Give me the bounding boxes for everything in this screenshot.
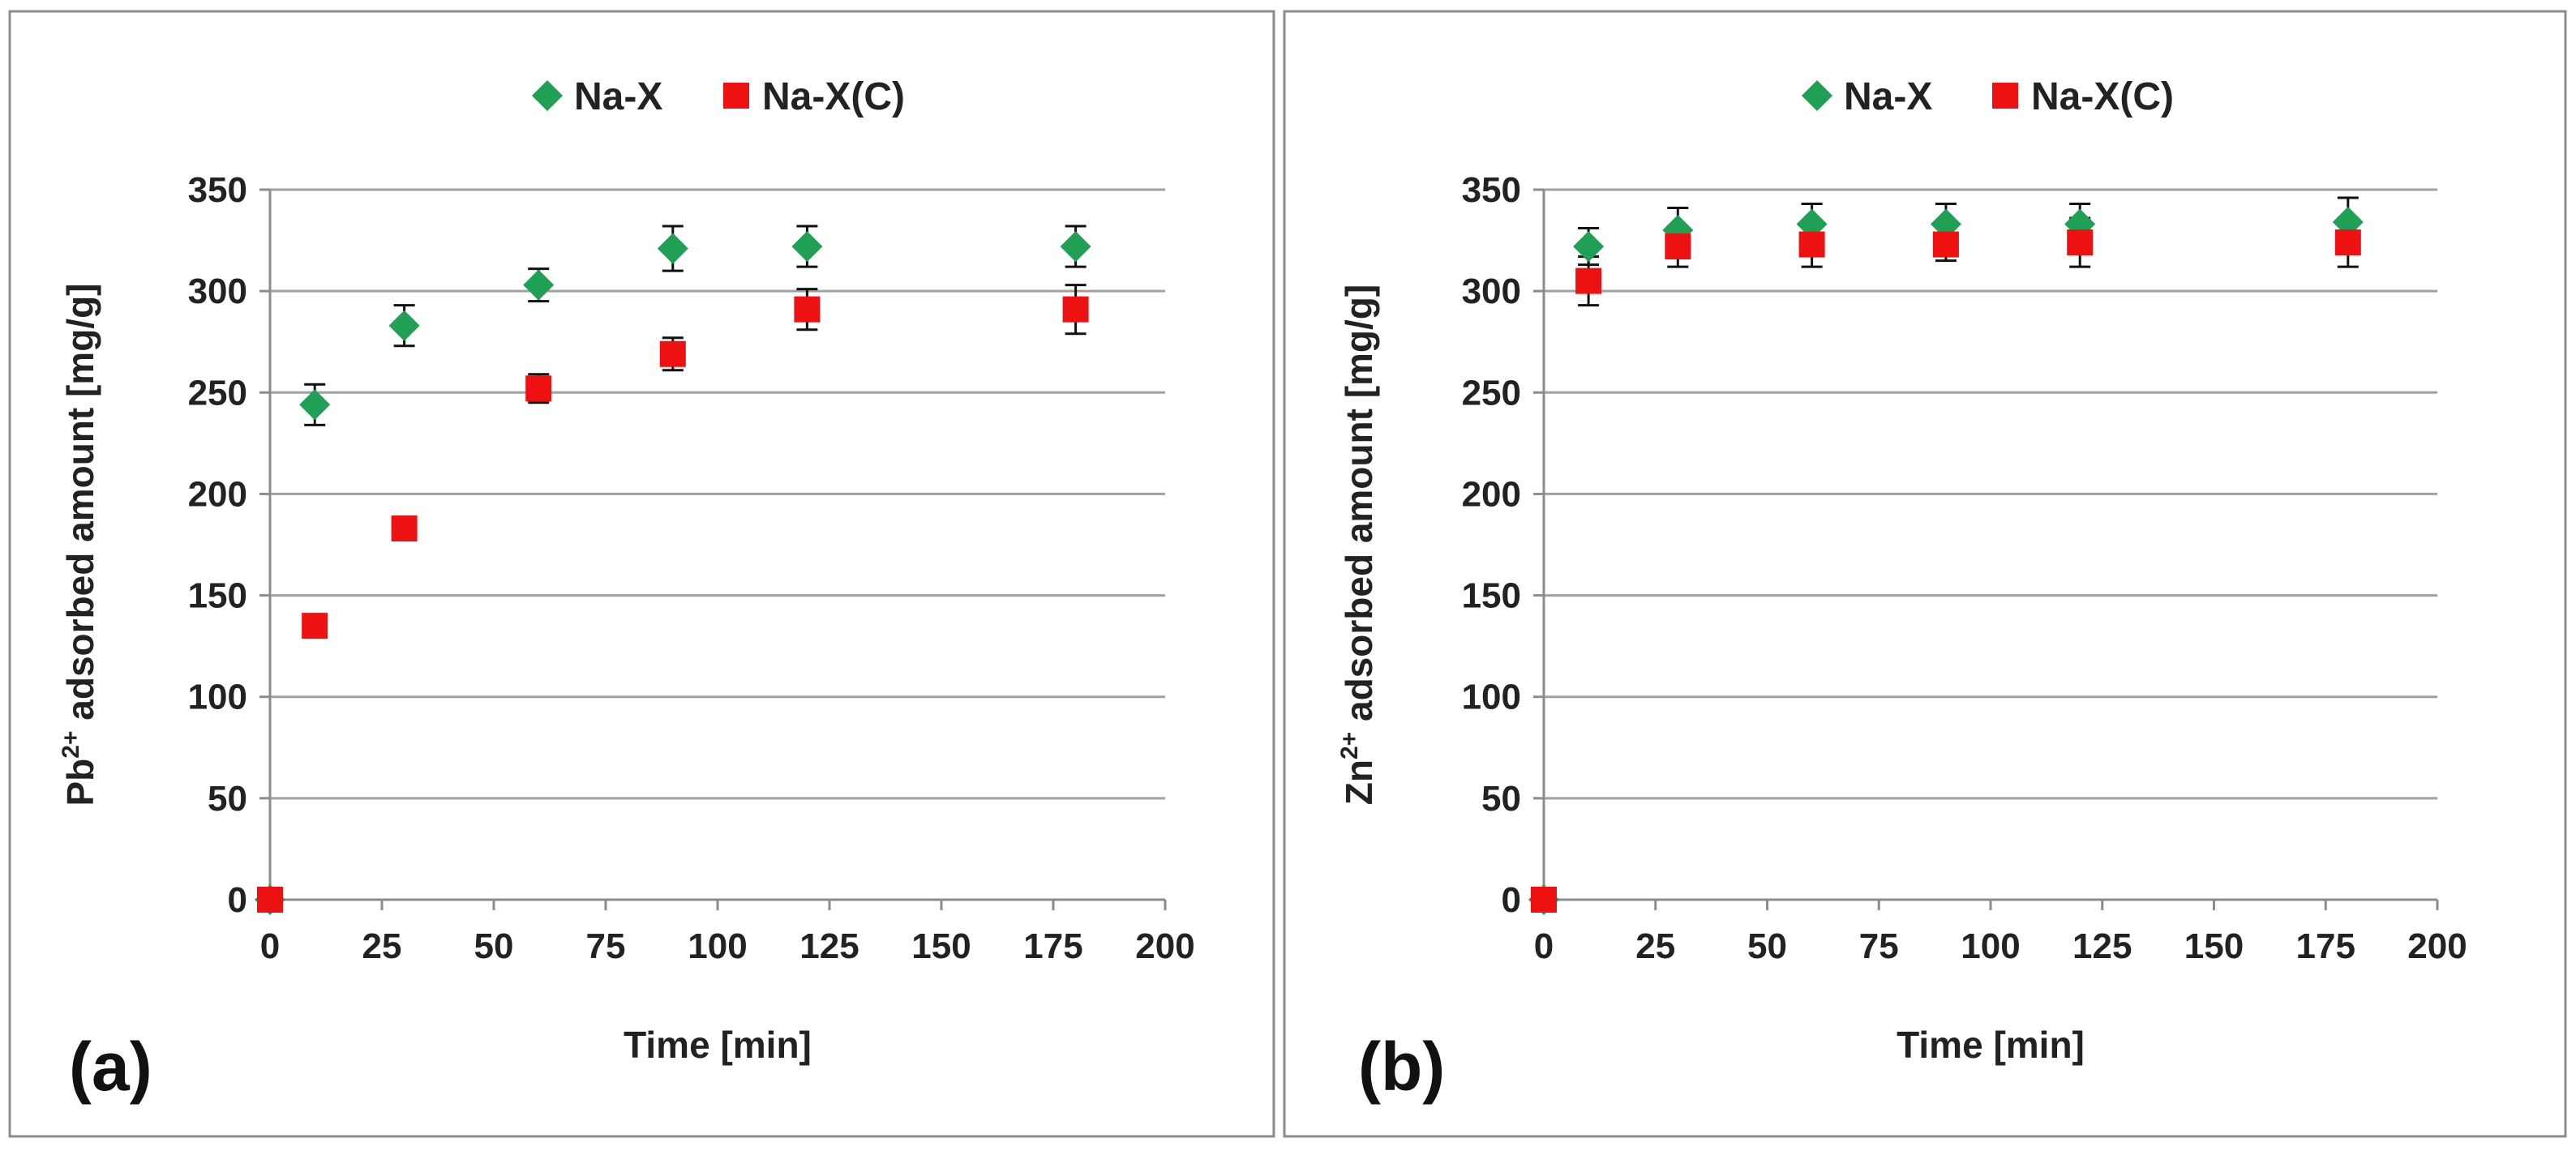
data-point-square xyxy=(1531,887,1557,913)
y-tick-label: 250 xyxy=(188,373,247,413)
legend-label: Na-X(C) xyxy=(2031,75,2174,118)
y-tick-label: 0 xyxy=(228,880,247,920)
x-tick-label: 175 xyxy=(1023,926,1082,966)
y-tick-label: 300 xyxy=(188,272,247,311)
panel-label: (b) xyxy=(1358,1029,1445,1105)
data-point-square xyxy=(525,375,552,402)
data-point-square xyxy=(1575,267,1602,294)
x-axis-label: Time [min] xyxy=(1897,1024,2085,1066)
y-tick-label: 100 xyxy=(1462,678,1521,717)
y-axis-label: Pb2+ adsorbed amount [mg/g] xyxy=(58,284,101,806)
x-tick-label: 200 xyxy=(2407,926,2467,966)
y-tick-label: 150 xyxy=(188,576,247,616)
y-tick-label: 200 xyxy=(1462,474,1521,514)
legend-label: Na-X(C) xyxy=(762,75,905,118)
data-point-diamond xyxy=(388,310,420,341)
y-tick-label: 150 xyxy=(1462,576,1521,616)
x-tick-label: 200 xyxy=(1135,926,1194,966)
y-tick-label: 0 xyxy=(1502,880,1521,920)
x-tick-label: 50 xyxy=(474,926,514,966)
legend-item: Na-X xyxy=(1802,75,1932,118)
data-point-square xyxy=(1932,231,1959,258)
panel-label: (a) xyxy=(69,1029,152,1105)
data-point-diamond xyxy=(1060,231,1091,263)
legend-label: Na-X xyxy=(1844,75,1932,118)
x-tick-label: 125 xyxy=(2072,926,2132,966)
x-tick-label: 150 xyxy=(2184,926,2244,966)
x-tick-label: 75 xyxy=(1859,926,1899,966)
data-point-square xyxy=(1798,231,1825,258)
y-tick-label: 300 xyxy=(1462,272,1521,311)
data-point-square xyxy=(1665,233,1691,260)
legend-item: Na-X xyxy=(532,75,662,118)
x-tick-label: 0 xyxy=(1534,926,1554,966)
legend-item: Na-X(C) xyxy=(1992,75,2174,118)
data-point-square xyxy=(391,515,418,541)
chart-panel-a: 0 50 100 150 200 250 300 350 0 25 50 75 100 125 150 175… xyxy=(8,10,1275,1138)
x-tick-label: 25 xyxy=(362,926,402,966)
legend-diamond-marker xyxy=(532,80,563,111)
x-tick-label: 100 xyxy=(688,926,747,966)
data-point-square xyxy=(794,296,821,323)
y-axis-label: Zn2+ adsorbed amount [mg/g] xyxy=(1336,284,1380,805)
x-tick-label: 75 xyxy=(586,926,626,966)
y-tick-label: 50 xyxy=(208,779,247,819)
y-tick-label: 350 xyxy=(188,170,247,210)
x-axis-label: Time [min] xyxy=(624,1024,812,1066)
data-point-square xyxy=(2067,229,2094,256)
x-tick-label: 25 xyxy=(1635,926,1675,966)
data-point-square xyxy=(659,340,686,367)
y-tick-label: 350 xyxy=(1462,170,1521,210)
legend-label: Na-X xyxy=(574,75,662,118)
legend-item: Na-X(C) xyxy=(723,75,905,118)
y-tick-label: 100 xyxy=(188,678,247,717)
y-tick-label: 50 xyxy=(1481,779,1521,819)
data-point-square xyxy=(2334,229,2361,256)
y-tick-label: 200 xyxy=(188,474,247,514)
data-point-diamond xyxy=(523,269,555,301)
x-tick-label: 0 xyxy=(260,926,280,966)
data-point-diamond xyxy=(657,233,688,264)
legend-square-marker xyxy=(1992,83,2018,109)
data-point-diamond xyxy=(299,389,331,421)
legend-diamond-marker xyxy=(1802,80,1832,111)
data-point-square xyxy=(302,613,328,640)
x-tick-label: 175 xyxy=(2296,926,2355,966)
legend-square-marker xyxy=(723,83,749,109)
y-tick-label: 250 xyxy=(1462,373,1521,413)
x-tick-label: 100 xyxy=(1961,926,2020,966)
data-point-diamond xyxy=(1573,231,1605,263)
x-tick-label: 50 xyxy=(1747,926,1787,966)
chart-panel-b: 0 50 100 150 200 250 300 350 0 25 50 75 100 125 150 175… xyxy=(1283,10,2567,1138)
panel-frame xyxy=(8,10,1275,1138)
data-point-square xyxy=(1062,296,1089,323)
x-tick-label: 150 xyxy=(911,926,971,966)
data-point-square xyxy=(257,887,283,913)
x-tick-label: 125 xyxy=(799,926,859,966)
data-point-diamond xyxy=(791,231,823,263)
